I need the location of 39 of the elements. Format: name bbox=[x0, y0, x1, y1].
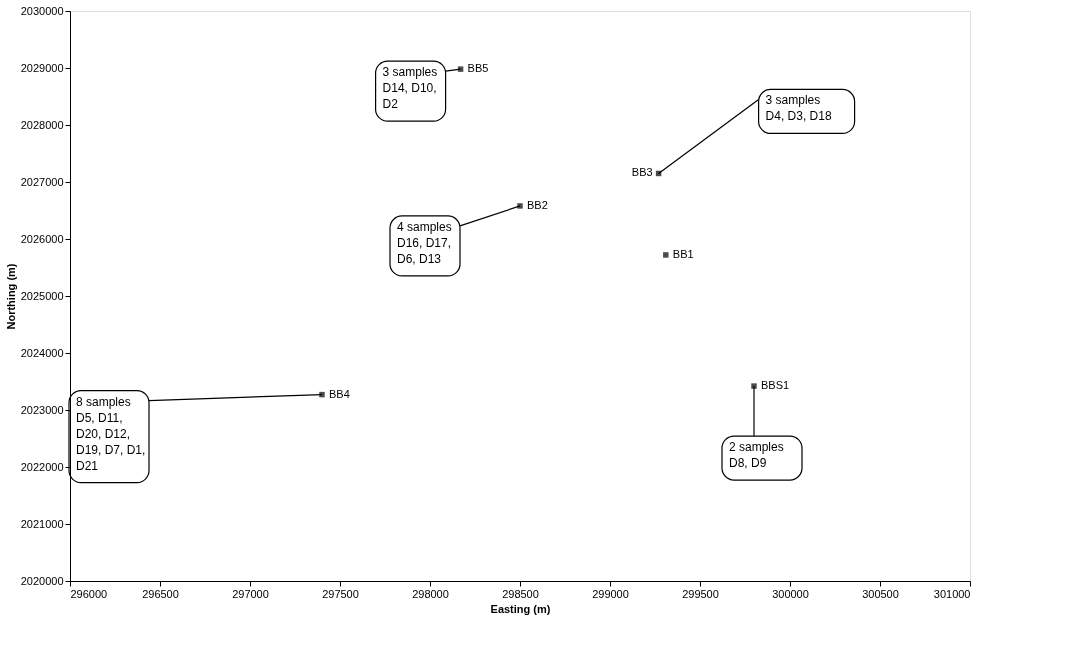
x-tick-label: 297000 bbox=[232, 587, 269, 600]
x-tick-label: 298500 bbox=[502, 587, 539, 600]
x-tick-label: 299500 bbox=[682, 587, 719, 600]
annotation: BB5 bbox=[467, 62, 489, 75]
y-tick-label: 2027000 bbox=[20, 175, 64, 188]
y-tick-label: 2029000 bbox=[20, 61, 64, 74]
y-tick-label: 2026000 bbox=[20, 232, 64, 245]
x-tick-label: 296500 bbox=[142, 587, 179, 600]
annotation: 3 samples D14, D10, D2 bbox=[382, 65, 438, 112]
x-axis-title: Easting (m) bbox=[490, 602, 551, 615]
annotation: BBS1 bbox=[761, 379, 790, 392]
annotation: 4 samples D16, D17, D6, D13 bbox=[397, 219, 452, 266]
y-tick-label: 2020000 bbox=[20, 574, 64, 587]
annotation: 2 samples D8, D9 bbox=[729, 440, 784, 471]
x-tick-label: 301000 bbox=[933, 587, 971, 600]
x-tick-label: 299000 bbox=[592, 587, 629, 600]
x-tick-label: 298000 bbox=[412, 587, 449, 600]
y-tick-label: 2024000 bbox=[20, 346, 64, 359]
y-tick-label: 2022000 bbox=[20, 460, 64, 473]
point bbox=[319, 391, 325, 398]
annotation: BB3 bbox=[631, 166, 653, 179]
point bbox=[751, 383, 757, 389]
y-tick-label: 2021000 bbox=[20, 517, 64, 530]
x-tick-label: 297500 bbox=[322, 587, 359, 600]
y-tick-label: 2023000 bbox=[20, 403, 64, 416]
y-tick-label: 2030000 bbox=[20, 4, 64, 17]
y-axis-title: Northing (m) bbox=[4, 263, 17, 330]
y-tick-label: 2025000 bbox=[20, 289, 64, 302]
annotation: 8 samples D5, D11, D20, D12, D19, D7, D1, D21 bbox=[76, 394, 146, 473]
x-tick-label: 300500 bbox=[862, 587, 899, 600]
annotation: BB1 bbox=[672, 247, 694, 260]
annotation: BB4 bbox=[329, 387, 350, 400]
y-tick-label: 2028000 bbox=[20, 118, 64, 131]
annotation: 3 samples D4, D3, D18 bbox=[765, 93, 832, 124]
point bbox=[663, 252, 669, 258]
x-tick-label: 296000 bbox=[70, 587, 108, 600]
x-tick-label: 300000 bbox=[772, 587, 809, 600]
annotation: BB2 bbox=[527, 198, 548, 211]
point bbox=[517, 203, 523, 209]
